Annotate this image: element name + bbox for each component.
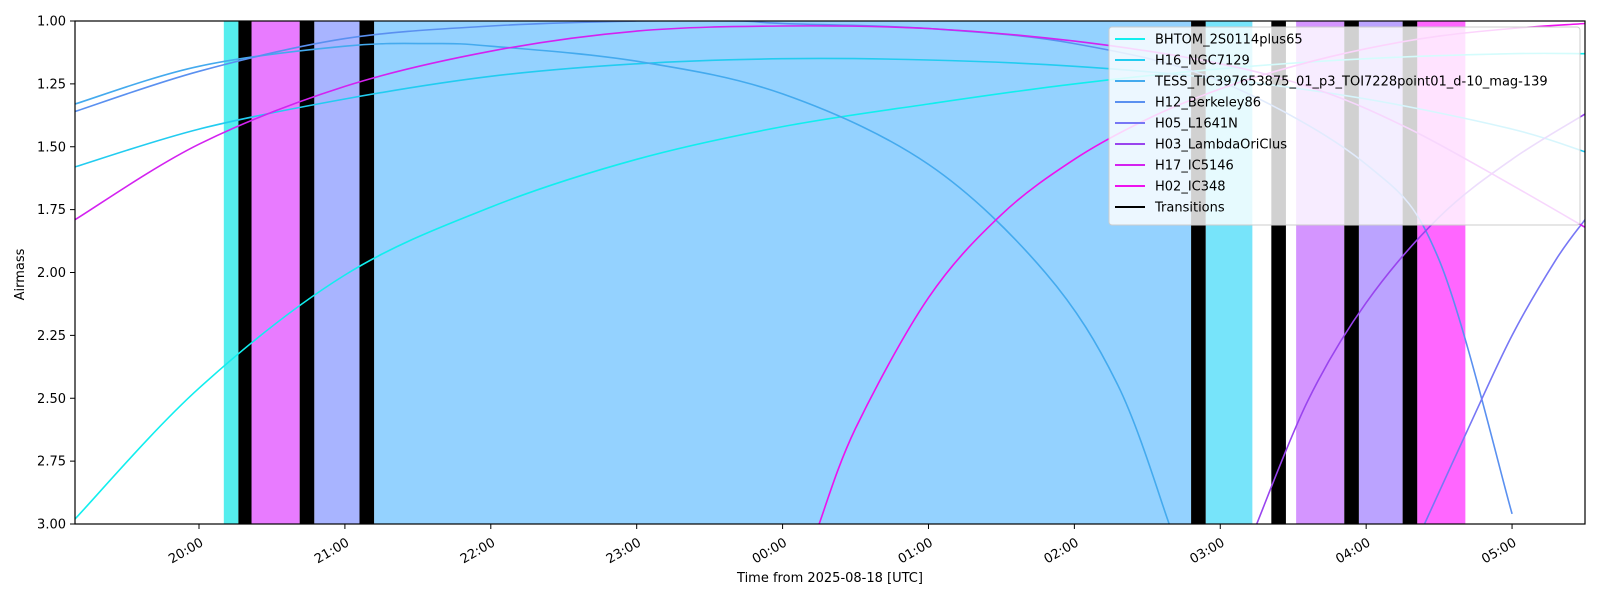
y-tick-label: 2.00 bbox=[37, 266, 66, 281]
scheduled-block bbox=[314, 21, 360, 524]
legend: BHTOM_2S0114plus65 H16_NGC7129 TESS_TIC397… bbox=[1108, 26, 1581, 226]
x-tick-label: 03:00 bbox=[1188, 535, 1228, 567]
scheduled-block bbox=[223, 21, 239, 524]
x-tick-label: 01:00 bbox=[896, 535, 936, 567]
x-tick-label: 05:00 bbox=[1479, 535, 1519, 567]
legend-entry-label: H05_L1641N bbox=[1155, 117, 1238, 132]
y-tick-label: 2.75 bbox=[37, 455, 66, 470]
legend-entry-label: BHTOM_2S0114plus65 bbox=[1155, 33, 1303, 48]
transition-bar bbox=[359, 21, 375, 524]
y-tick-label: 1.00 bbox=[37, 15, 66, 30]
series-line bbox=[1423, 219, 1585, 524]
legend-entry-label: TESS_TIC397653875_01_p3_TOI7228point01_d… bbox=[1154, 75, 1548, 90]
y-tick-label: 1.50 bbox=[37, 140, 66, 155]
x-tick-label: 23:00 bbox=[604, 535, 644, 567]
transition-bar bbox=[238, 21, 252, 524]
x-axis-label: Time from 2025-08-18 [UTC] bbox=[736, 571, 923, 586]
series-line bbox=[75, 42, 1170, 524]
legend-box bbox=[1108, 26, 1581, 226]
legend-entry-label: H12_Berkeley86 bbox=[1155, 96, 1261, 111]
legend-entry-label: H17_IC5146 bbox=[1155, 159, 1234, 174]
y-axis-label: Airmass bbox=[13, 248, 28, 300]
y-axis: 1.00 1.25 1.50 1.75 2.00 2.25 2.50 2.75 3.00 bbox=[37, 15, 75, 533]
legend-entry-label: H02_IC348 bbox=[1155, 180, 1226, 195]
x-tick-label: 02:00 bbox=[1042, 535, 1082, 567]
legend-entry-label: Transitions bbox=[1154, 201, 1225, 216]
x-tick-label: 00:00 bbox=[750, 535, 790, 567]
x-axis: 20:00 21:00 22:00 23:00 00:00 01:00 02:00 03:00… bbox=[166, 524, 1519, 567]
transition-bar bbox=[299, 21, 315, 524]
y-tick-label: 2.50 bbox=[37, 392, 66, 407]
x-tick-label: 04:00 bbox=[1333, 535, 1373, 567]
y-tick-label: 2.25 bbox=[37, 329, 66, 344]
x-tick-label: 21:00 bbox=[312, 535, 352, 567]
y-tick-label: 3.00 bbox=[37, 518, 66, 533]
scheduled-block bbox=[251, 21, 300, 524]
x-tick-label: 20:00 bbox=[166, 535, 206, 567]
legend-entry-label: H16_NGC7129 bbox=[1155, 54, 1250, 69]
legend-entry-label: H03_LambdaOriClus bbox=[1155, 138, 1287, 153]
y-tick-label: 1.75 bbox=[37, 203, 66, 218]
y-tick-label: 1.25 bbox=[37, 77, 66, 92]
scheduled-block bbox=[374, 21, 1192, 524]
x-tick-label: 22:00 bbox=[458, 535, 498, 567]
